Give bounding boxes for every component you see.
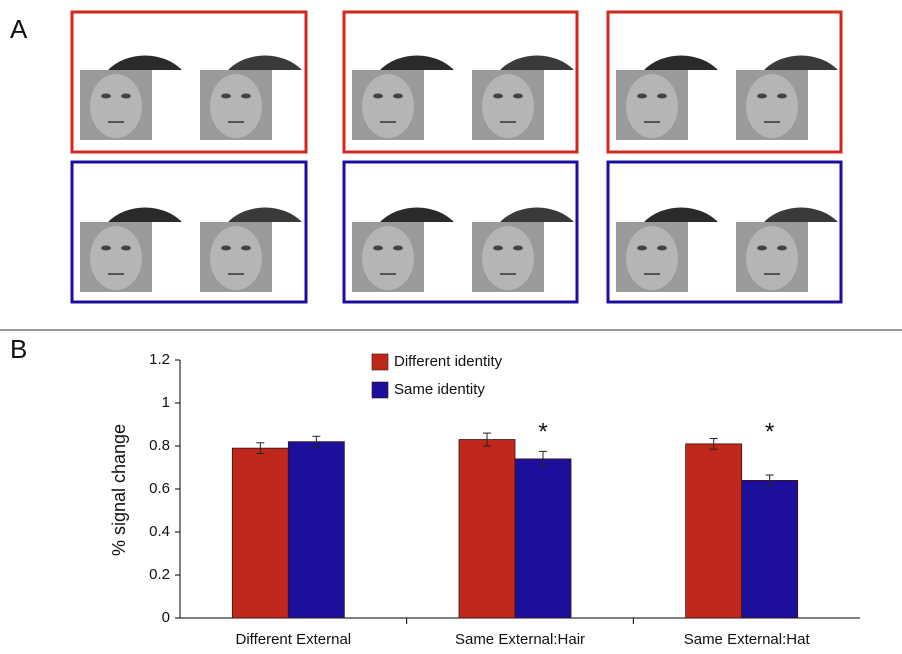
face xyxy=(362,74,414,138)
eye xyxy=(121,246,131,251)
eye xyxy=(221,94,231,99)
legend-label: Same identity xyxy=(394,381,485,398)
eye xyxy=(637,94,647,99)
face xyxy=(626,74,678,138)
face xyxy=(746,74,798,138)
face xyxy=(90,226,142,290)
face xyxy=(482,74,534,138)
face xyxy=(210,74,262,138)
eye xyxy=(221,246,231,251)
bar xyxy=(515,459,571,618)
eye xyxy=(121,94,131,99)
x-tick-label: Same External:Hair xyxy=(455,631,585,648)
bar xyxy=(686,444,742,618)
eye xyxy=(241,246,251,251)
eye xyxy=(777,246,787,251)
face xyxy=(482,226,534,290)
eye xyxy=(637,246,647,251)
y-axis-label: % signal change xyxy=(109,424,129,556)
eye xyxy=(101,246,111,251)
legend-swatch xyxy=(372,382,388,398)
panel-label: A xyxy=(10,14,28,44)
face xyxy=(626,226,678,290)
y-tick-label: 0.2 xyxy=(149,566,170,583)
bar xyxy=(459,440,515,618)
eye xyxy=(757,246,767,251)
y-tick-label: 0.6 xyxy=(149,480,170,497)
y-tick-label: 0.8 xyxy=(149,437,170,454)
eye xyxy=(393,94,403,99)
eye xyxy=(657,94,667,99)
y-tick-label: 1 xyxy=(162,394,170,411)
x-tick-label: Different External xyxy=(236,631,352,648)
face xyxy=(210,226,262,290)
eye xyxy=(513,94,523,99)
y-tick-label: 1.2 xyxy=(149,351,170,368)
legend-swatch xyxy=(372,354,388,370)
eye xyxy=(101,94,111,99)
eye xyxy=(493,94,503,99)
y-tick-label: 0 xyxy=(162,609,170,626)
eye xyxy=(393,246,403,251)
bar xyxy=(742,480,798,618)
panel-label: B xyxy=(10,334,27,364)
legend-label: Different identity xyxy=(394,353,503,370)
eye xyxy=(241,94,251,99)
eye xyxy=(657,246,667,251)
figure: A B % signal change 0 0.2 0.4 0.6 0.8 1 1.2 Dif… xyxy=(0,0,902,649)
face xyxy=(746,226,798,290)
face xyxy=(90,74,142,138)
significance-marker: * xyxy=(765,418,774,445)
eye xyxy=(373,246,383,251)
x-tick-label: Same External:Hat xyxy=(684,631,811,648)
face-stimuli xyxy=(72,12,841,302)
face xyxy=(362,226,414,290)
eye xyxy=(513,246,523,251)
eye xyxy=(757,94,767,99)
bar xyxy=(232,448,288,618)
eye xyxy=(777,94,787,99)
eye xyxy=(373,94,383,99)
significance-marker: * xyxy=(538,418,547,445)
y-tick-label: 0.4 xyxy=(149,523,170,540)
bar xyxy=(288,442,344,618)
eye xyxy=(493,246,503,251)
